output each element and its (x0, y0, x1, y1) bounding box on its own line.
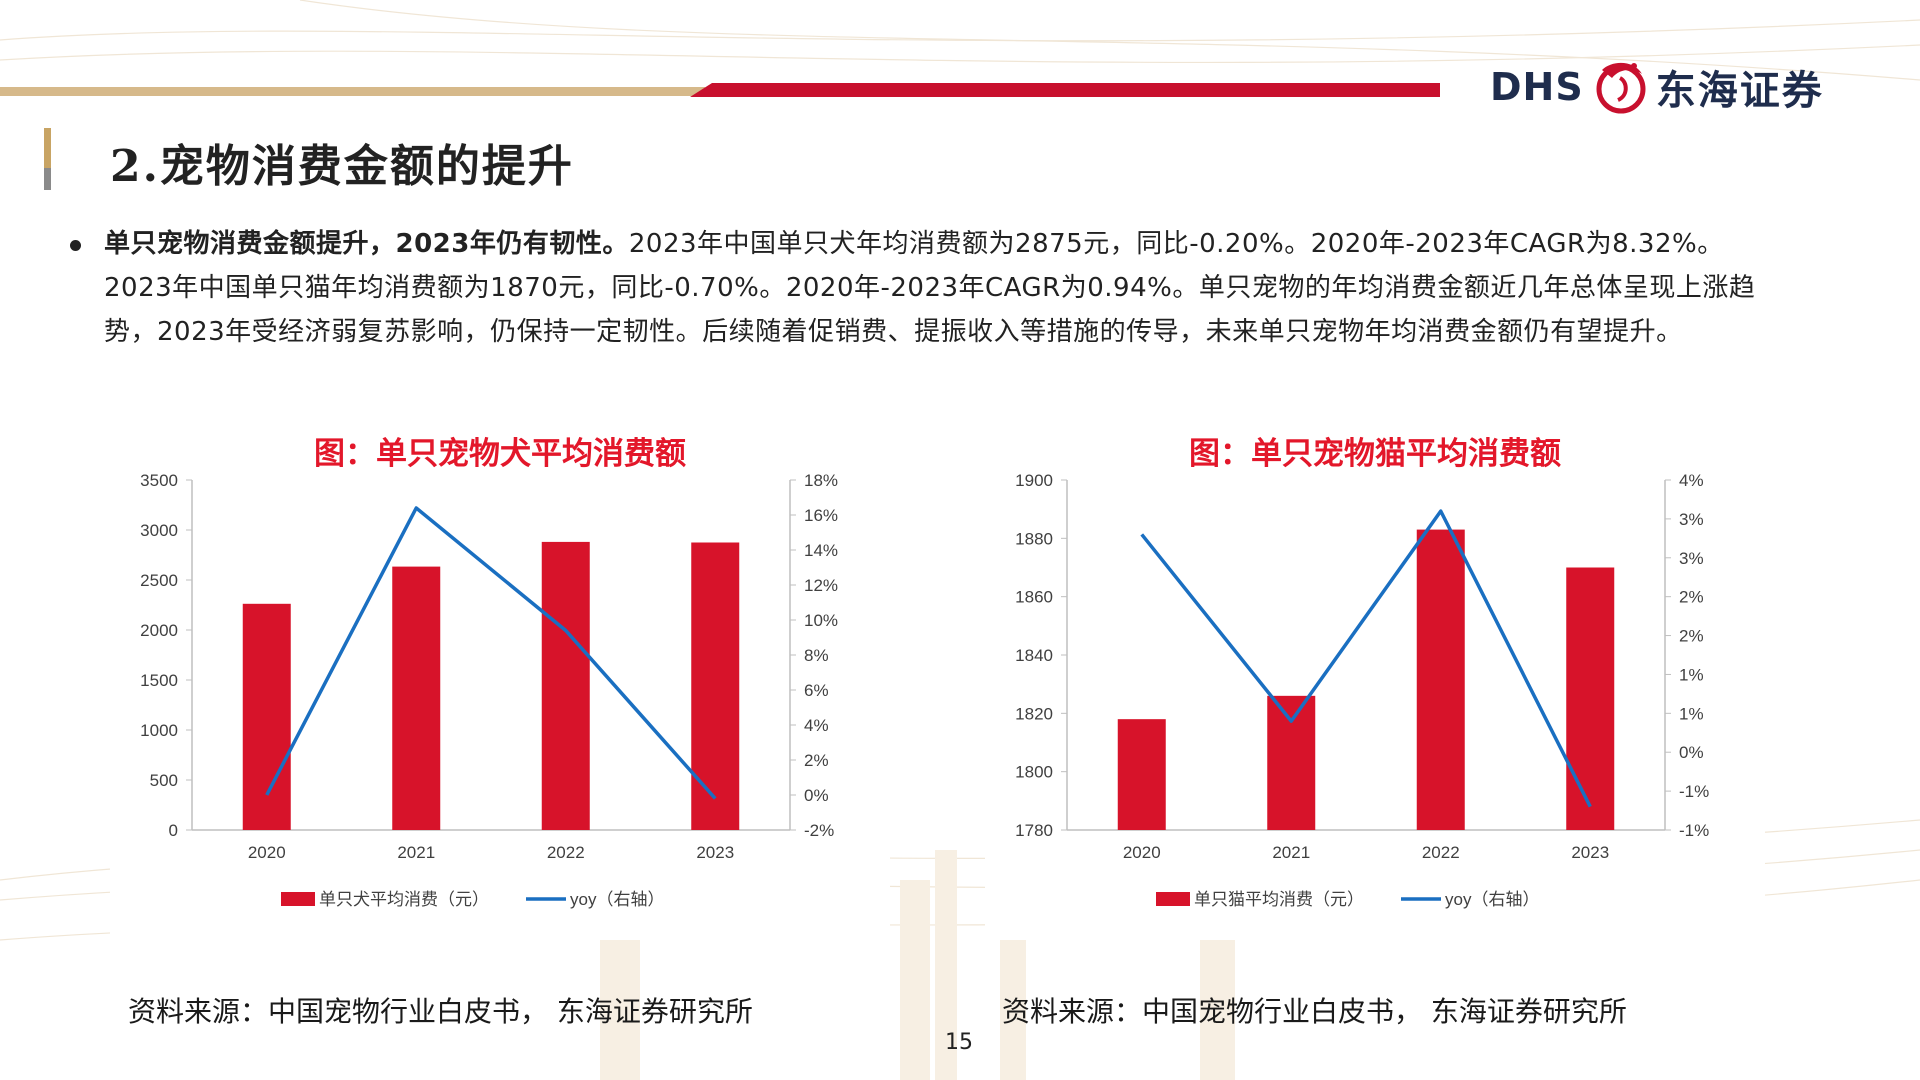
right-tick-label: 2% (1679, 588, 1704, 607)
cat-bar-2022 (1416, 529, 1465, 830)
left-tick-label: 1900 (1015, 471, 1053, 490)
chart-title-cat: 图：单只宠物猫平均消费额 (1189, 436, 1561, 472)
legend-bar-swatch (1156, 892, 1190, 906)
category-label: 2021 (1272, 843, 1310, 862)
paragraph-lead: 单只宠物消费金额提升，2023年仍有韧性。 (104, 229, 629, 259)
left-tick-label: 1820 (1015, 704, 1053, 723)
right-tick-label: 8% (804, 646, 829, 665)
right-tick-label: -1% (1679, 821, 1709, 840)
right-tick-label: 1% (1679, 665, 1704, 684)
dog-bar-2023 (691, 542, 740, 830)
right-tick-label: -1% (1679, 782, 1709, 801)
legend-line-label: yoy（右轴） (1445, 890, 1539, 909)
dragon-logo-icon (1596, 62, 1646, 114)
title-accent-bar (44, 128, 51, 168)
legend-line-label: yoy（右轴） (570, 890, 664, 909)
paragraph-body: 2023年中国单只犬年均消费额为2875元，同比-0.20%。2020年-202… (104, 229, 1756, 347)
right-tick-label: 3% (1679, 510, 1704, 529)
right-tick-label: 3% (1679, 549, 1704, 568)
left-tick-label: 1500 (140, 671, 178, 690)
dog-spending-chart: 0 500 1000 1500 2000 2500 3000 3500 -2% 0% 2% 4% 6% 8… (140, 471, 838, 909)
right-tick-label: 1% (1679, 704, 1704, 723)
category-label: 2020 (1123, 843, 1161, 862)
right-tick-label: 16% (804, 506, 838, 525)
category-label: 2021 (397, 843, 435, 862)
category-label: 2022 (1422, 843, 1460, 862)
chart-title-dog: 图：单只宠物犬平均消费额 (314, 436, 686, 472)
left-tick-label: 1860 (1015, 588, 1053, 607)
left-tick-label: 1880 (1015, 529, 1053, 548)
right-tick-label: 6% (804, 681, 829, 700)
bullet-dot (70, 240, 81, 251)
right-tick-label: 12% (804, 576, 838, 595)
left-tick-label: 0 (169, 821, 178, 840)
right-tick-label: 4% (1679, 471, 1704, 490)
cat-spending-chart: 1780 1800 1820 1840 1860 1880 1900 -1% -1% 0% 1% 1%… (1015, 471, 1709, 909)
dog-yoy-line (265, 506, 717, 800)
company-logo: DHS 东海证券 (1490, 52, 1860, 122)
page-title: 2.宠物消费金额的提升 (110, 141, 574, 192)
right-tick-label: 10% (804, 611, 838, 630)
logo-latin-text: DHS (1490, 65, 1584, 109)
right-tick-label: 0% (1679, 743, 1704, 762)
summary-paragraph: 单只宠物消费金额提升，2023年仍有韧性。2023年中国单只犬年均消费额为287… (104, 222, 1784, 354)
page-number: 15 (945, 1030, 973, 1055)
category-label: 2022 (547, 843, 585, 862)
category-label: 2020 (248, 843, 286, 862)
right-tick-label: 0% (804, 786, 829, 805)
right-tick-label: -2% (804, 821, 834, 840)
right-tick-label: 14% (804, 541, 838, 560)
left-tick-label: 1840 (1015, 646, 1053, 665)
cat-bar-2020 (1117, 719, 1166, 830)
dog-bar-2021 (392, 566, 441, 830)
left-tick-label: 2500 (140, 571, 178, 590)
legend-bar-label: 单只猫平均消费（元） (1194, 890, 1364, 909)
category-label: 2023 (696, 843, 734, 862)
legend-bar-label: 单只犬平均消费（元） (319, 890, 489, 909)
cat-bar-2021 (1267, 695, 1316, 830)
left-tick-label: 2000 (140, 621, 178, 640)
left-tick-label: 3500 (140, 471, 178, 490)
header-red-band (690, 83, 1440, 97)
dog-bar-2020 (242, 603, 291, 830)
cat-bar-2023 (1566, 567, 1615, 830)
left-tick-label: 1000 (140, 721, 178, 740)
right-tick-label: 18% (804, 471, 838, 490)
dog-bar-2022 (541, 541, 590, 830)
cat-yoy-line (1140, 509, 1592, 808)
header-gold-band (0, 87, 705, 96)
right-tick-label: 4% (804, 716, 829, 735)
logo-chinese-text: 东海证券 (1655, 68, 1824, 114)
left-tick-label: 1800 (1015, 763, 1053, 782)
category-label: 2023 (1571, 843, 1609, 862)
source-note-right: 资料来源：中国宠物行业白皮书， 东海证券研究所 (1002, 995, 1627, 1028)
cat-chart-panel: 图：单只宠物猫平均消费额 1780 1800 1820 1840 1860 1880 190… (985, 420, 1765, 940)
left-tick-label: 500 (150, 771, 178, 790)
legend-bar-swatch (281, 892, 315, 906)
left-tick-label: 3000 (140, 521, 178, 540)
right-tick-label: 2% (804, 751, 829, 770)
dog-chart-panel: 图：单只宠物犬平均消费额 0 500 1000 1500 2000 2500 3000 350… (110, 420, 890, 940)
title-accent-bar-gray (44, 168, 51, 190)
source-note-left: 资料来源：中国宠物行业白皮书， 东海证券研究所 (128, 995, 753, 1028)
right-tick-label: 2% (1679, 627, 1704, 646)
left-tick-label: 1780 (1015, 821, 1053, 840)
